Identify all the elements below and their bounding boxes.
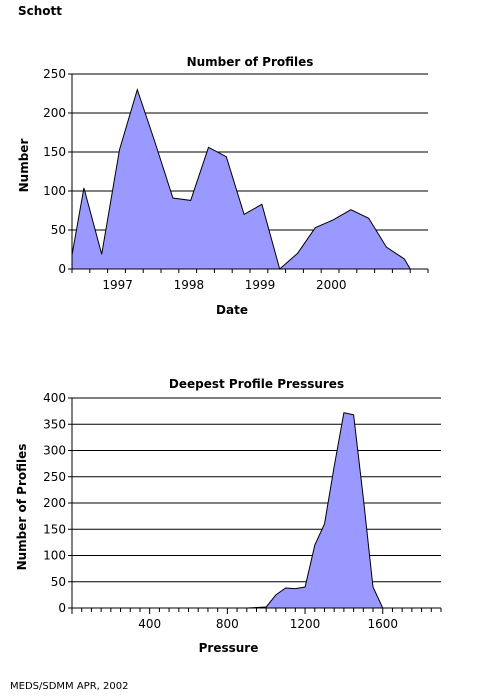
- chart1-y-tick-label-1: 50: [51, 223, 66, 237]
- chart2-y-tick-label-7: 350: [43, 417, 66, 431]
- chart1-y-tick-label-4: 200: [43, 106, 66, 120]
- chart2-x-tick-label-800: 800: [216, 617, 239, 631]
- chart2-y-tick-label-1: 50: [51, 575, 66, 589]
- footer-credit: MEDS/SDMM APR, 2002: [10, 681, 129, 692]
- chart2-x-tick-label-1200: 1200: [290, 617, 321, 631]
- chart1-y-tick-label-3: 150: [43, 145, 66, 159]
- chart2-y-tick-label-3: 150: [43, 522, 66, 536]
- chart2-y-tick-label-0: 0: [58, 601, 66, 615]
- chart2-y-tick-label-6: 300: [43, 444, 66, 458]
- chart1-x-tick-label-1998: 1998: [174, 278, 205, 292]
- chart2-y-axis-label: Number of Profiles: [15, 444, 29, 571]
- chart1-x-tick-label-2000: 2000: [316, 278, 347, 292]
- chart2-y-tick-label-2: 100: [43, 549, 66, 563]
- chart1-x-axis-label: Date: [216, 303, 248, 317]
- chart1-x-tick-label-1999: 1999: [245, 278, 276, 292]
- chart2-area-series: [246, 412, 384, 609]
- chart2-x-axis-label: Pressure: [199, 641, 259, 655]
- platform-label: Schott: [18, 4, 63, 18]
- chart2-y-tick-label-8: 400: [43, 391, 66, 405]
- chart2-y-tick-label-5: 250: [43, 470, 66, 484]
- chart1-x-tick-label-1997: 1997: [102, 278, 133, 292]
- chart2-y-tick-label-4: 200: [43, 496, 66, 510]
- chart2-title: Deepest Profile Pressures: [169, 377, 344, 391]
- chart1-area-series: [71, 87, 412, 270]
- chart1-y-tick-label-0: 0: [58, 262, 66, 276]
- chart2-x-tick-label-400: 400: [138, 617, 161, 631]
- chart1-y-tick-label-2: 100: [43, 184, 66, 198]
- chart1-y-tick-label-5: 250: [43, 67, 66, 81]
- chart1-y-axis-label: Number: [17, 139, 31, 193]
- chart2-x-tick-label-1600: 1600: [367, 617, 398, 631]
- chart1-title: Number of Profiles: [187, 55, 314, 69]
